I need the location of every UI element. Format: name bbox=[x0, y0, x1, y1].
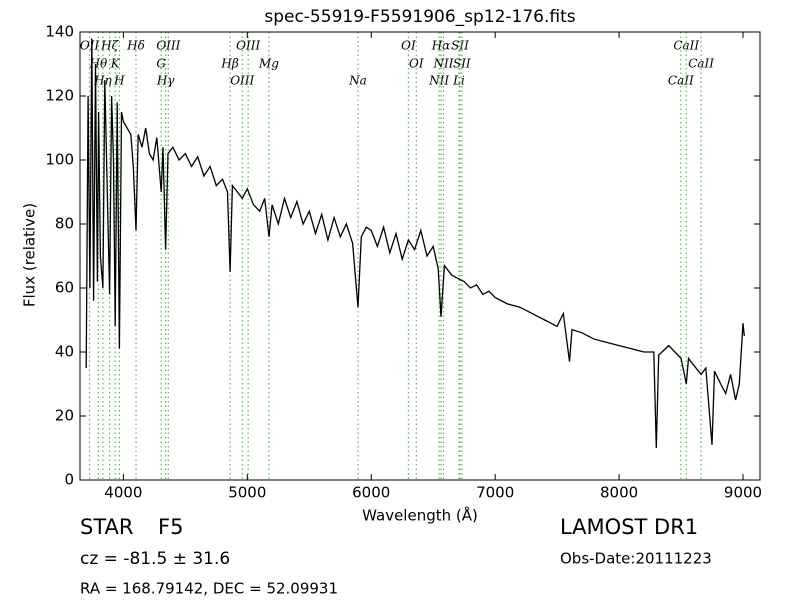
spectral-line-label: Hβ bbox=[220, 57, 238, 71]
spectral-line-label: SII bbox=[453, 57, 471, 71]
spectral-line-label: Mg bbox=[258, 57, 279, 71]
spectral-line-label: CaII bbox=[668, 74, 694, 88]
spectral-line-label: Hα bbox=[431, 39, 451, 53]
y-tick-label: 140 bbox=[45, 23, 74, 41]
spectrum-line bbox=[85, 38, 745, 449]
spectral-line-label: G bbox=[156, 57, 166, 71]
x-tick-label: 7000 bbox=[476, 484, 514, 502]
y-tick-label: 120 bbox=[45, 87, 74, 105]
spectral-line-label: Hδ bbox=[126, 39, 145, 53]
x-tick-label: 4000 bbox=[104, 484, 142, 502]
object-class: STAR bbox=[80, 515, 133, 539]
spectral-line-label: Na bbox=[348, 74, 367, 88]
spectral-line-label: CaII bbox=[688, 57, 714, 71]
y-tick-label: 100 bbox=[45, 151, 74, 169]
y-tick-label: 0 bbox=[64, 471, 74, 489]
spectral-line-label: OIII bbox=[156, 39, 180, 53]
y-tick-label: 80 bbox=[55, 215, 74, 233]
spectral-line-label: OI bbox=[401, 39, 416, 53]
y-tick-label: 60 bbox=[55, 279, 74, 297]
survey: LAMOST DR1 bbox=[560, 515, 698, 539]
y-tick-label: 40 bbox=[55, 343, 74, 361]
spectral-line-label: NII bbox=[432, 57, 453, 71]
spectral-line-label: OIII bbox=[230, 74, 254, 88]
spectral-line-label: CaII bbox=[673, 39, 699, 53]
obs-date: Obs-Date:20111223 bbox=[560, 550, 712, 568]
x-tick-label: 8000 bbox=[600, 484, 638, 502]
spectral-line-label: NII bbox=[428, 74, 449, 88]
redshift: cz = -81.5 ± 31.6 bbox=[80, 549, 230, 569]
plot-frame bbox=[79, 31, 761, 481]
spectral-line-label: Hγ bbox=[156, 74, 175, 88]
y-tick-label: 20 bbox=[55, 407, 74, 425]
spectral-line-label: Hη bbox=[93, 74, 112, 88]
y-axis-label: Flux (relative) bbox=[21, 203, 39, 307]
spectral-line-label: H bbox=[113, 74, 125, 88]
x-tick-label: 5000 bbox=[228, 484, 266, 502]
coordinates: RA = 168.79142, DEC = 52.09931 bbox=[80, 580, 338, 598]
subclass: F5 bbox=[158, 515, 183, 539]
spectral-line-label: Hζ bbox=[100, 39, 119, 53]
spectral-line-label: Li bbox=[452, 74, 465, 88]
x-tick-label: 9000 bbox=[724, 484, 762, 502]
spectral-line-label: OIII bbox=[236, 39, 260, 53]
x-tick-label: 6000 bbox=[352, 484, 390, 502]
spectral-line-label: OI bbox=[409, 57, 424, 71]
x-axis-label: Wavelength (Å) bbox=[362, 506, 478, 525]
spectral-line-label: SII bbox=[451, 39, 469, 53]
spectral-line-label: OII bbox=[80, 39, 100, 53]
chart-title: spec-55919-F5591906_sp12-176.fits bbox=[264, 7, 575, 27]
spectral-line-label: K bbox=[110, 57, 121, 71]
